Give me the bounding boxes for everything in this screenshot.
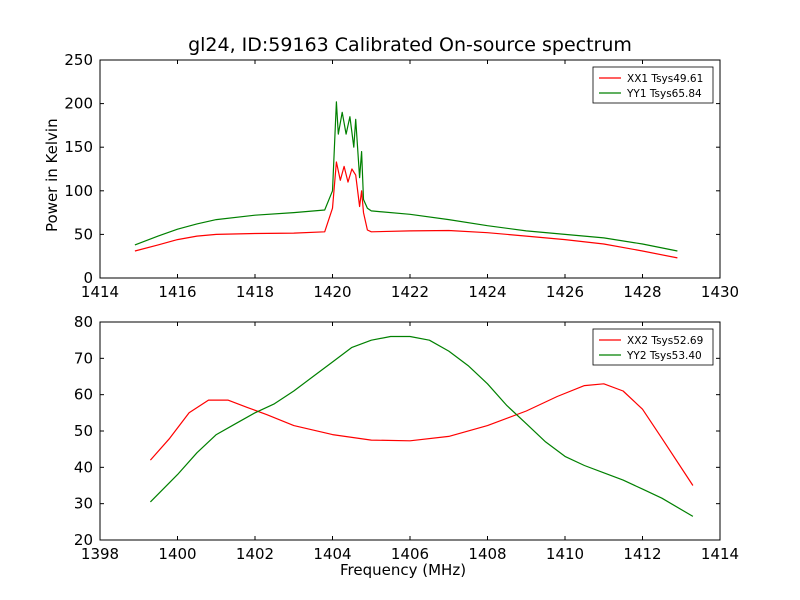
x-tick-label: 1404 (313, 545, 351, 563)
x-tick-label: 1430 (701, 283, 739, 301)
x-tick-label: 1422 (391, 283, 429, 301)
x-tick-label: 1410 (546, 545, 584, 563)
y-tick-label: 60 (74, 386, 93, 404)
x-tick-label: 1400 (158, 545, 196, 563)
x-tick-label: 1424 (468, 283, 506, 301)
x-tick-label: 1416 (158, 283, 196, 301)
legend-label: YY1 Tsys65.84 (626, 88, 702, 100)
legend-label: YY2 Tsys53.40 (626, 350, 702, 362)
y-tick-label: 0 (83, 269, 93, 287)
x-tick-label: 1402 (236, 545, 274, 563)
bottom-panel: 1398 1400 1402 1404 1406 1408 1410 1412 1414 20 30… (74, 313, 739, 563)
y-tick-label: 100 (64, 182, 93, 200)
series-line-2 (134, 101, 678, 252)
top-y-axis-label: Power in Kelvin (43, 118, 61, 232)
y-tick-label: 250 (64, 51, 93, 69)
x-tick-label: 1408 (468, 545, 506, 563)
y-tick-label: 150 (64, 138, 93, 156)
y-tick-label: 30 (74, 495, 93, 513)
y-tick-label: 50 (74, 422, 93, 440)
legend-label: XX2 Tsys52.69 (627, 335, 703, 347)
bottom-x-axis-label: Frequency (MHz) (340, 561, 467, 579)
legend-box (592, 66, 714, 104)
x-tick-label: 1418 (236, 283, 274, 301)
y-tick-label: 70 (74, 349, 93, 367)
x-tick-label: 1414 (81, 283, 119, 301)
x-tick-label: 1428 (623, 283, 661, 301)
x-tick-label: 1406 (391, 545, 429, 563)
y-tick-label: 20 (74, 531, 93, 549)
x-tick-label: 1398 (81, 545, 119, 563)
x-tick-label: 1414 (701, 545, 739, 563)
y-tick-label: 80 (74, 313, 93, 331)
legend-label: XX1 Tsys49.61 (627, 73, 703, 85)
y-tick-label: 50 (74, 225, 93, 243)
series-line-2 (149, 335, 694, 517)
x-tick-label: 1420 (313, 283, 351, 301)
y-tick-label: 200 (64, 95, 93, 113)
chart-title: gl24, ID:59163 Calibrated On-source spec… (188, 34, 632, 56)
series-line-1 (149, 383, 694, 486)
x-tick-label: 1412 (623, 545, 661, 563)
top-panel: 1414 1416 1418 1420 1422 1424 1426 1428 1430 0 50 1… (64, 51, 739, 301)
y-tick-label: 40 (74, 458, 93, 476)
legend-box (592, 328, 714, 366)
series-line-1 (134, 161, 678, 259)
x-tick-label: 1426 (546, 283, 584, 301)
